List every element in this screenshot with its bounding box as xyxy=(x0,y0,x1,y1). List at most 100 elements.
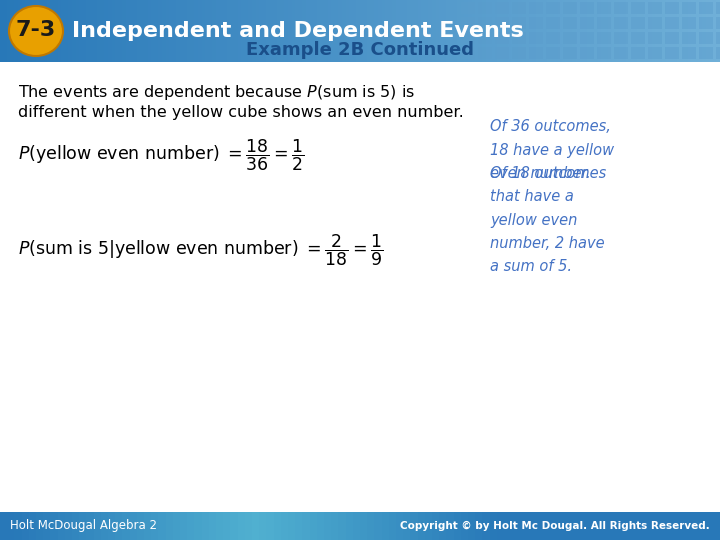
Bar xyxy=(572,0,577,62)
Bar xyxy=(0,0,4,62)
Bar xyxy=(29,0,33,62)
Bar xyxy=(47,0,51,62)
Bar xyxy=(155,0,159,62)
Bar xyxy=(454,512,462,540)
Bar xyxy=(598,512,606,540)
Bar xyxy=(122,512,130,540)
Bar xyxy=(198,0,202,62)
Bar xyxy=(605,0,609,62)
Bar xyxy=(151,512,159,540)
Bar xyxy=(614,32,628,44)
Bar xyxy=(238,0,242,62)
Bar xyxy=(665,47,679,59)
Bar xyxy=(533,0,537,62)
Bar xyxy=(495,2,509,14)
Bar xyxy=(176,0,181,62)
Bar xyxy=(597,47,611,59)
Bar xyxy=(478,17,492,29)
Bar xyxy=(104,0,109,62)
Bar xyxy=(101,0,105,62)
Bar xyxy=(360,512,368,540)
Bar xyxy=(597,32,611,44)
Bar xyxy=(486,0,490,62)
Bar xyxy=(580,2,594,14)
Bar xyxy=(699,32,713,44)
Bar xyxy=(554,0,559,62)
Bar xyxy=(432,512,440,540)
Bar xyxy=(648,32,662,44)
Text: Independent and Dependent Events: Independent and Dependent Events xyxy=(72,21,523,41)
Bar xyxy=(716,2,720,14)
Bar xyxy=(558,0,562,62)
Bar xyxy=(475,0,480,62)
Bar xyxy=(699,47,713,59)
Bar xyxy=(665,2,679,14)
Bar xyxy=(475,512,483,540)
Bar xyxy=(310,0,314,62)
Bar xyxy=(666,0,670,62)
Bar xyxy=(511,512,519,540)
Bar xyxy=(439,0,444,62)
Bar xyxy=(641,0,645,62)
Bar xyxy=(583,512,591,540)
Bar xyxy=(698,0,703,62)
Bar xyxy=(392,0,397,62)
Bar xyxy=(288,512,296,540)
Bar xyxy=(428,0,433,62)
Bar xyxy=(468,512,476,540)
Bar xyxy=(518,0,523,62)
Bar xyxy=(0,512,720,540)
Bar xyxy=(338,512,346,540)
Bar xyxy=(709,0,714,62)
Bar xyxy=(14,512,22,540)
Bar xyxy=(576,512,584,540)
Bar xyxy=(25,0,30,62)
Bar xyxy=(612,0,616,62)
Bar xyxy=(382,512,390,540)
Bar xyxy=(274,0,278,62)
Bar xyxy=(61,0,66,62)
Bar xyxy=(634,512,642,540)
Bar xyxy=(389,512,397,540)
Bar xyxy=(68,0,73,62)
Bar xyxy=(695,0,699,62)
Bar xyxy=(418,0,422,62)
Bar xyxy=(32,0,37,62)
Text: $\mathit{P}$(sum is 5|yellow even number) $= \dfrac{2}{18} = \dfrac{1}{9}$: $\mathit{P}$(sum is 5|yellow even number… xyxy=(18,232,383,268)
Bar xyxy=(137,512,145,540)
Bar xyxy=(529,32,543,44)
Bar xyxy=(317,512,325,540)
Bar xyxy=(122,0,127,62)
Bar xyxy=(684,512,692,540)
Bar xyxy=(173,512,181,540)
Bar xyxy=(90,0,94,62)
Bar xyxy=(547,512,555,540)
Text: Of 18 outcomes
that have a
yellow even
number, 2 have
a sum of 5.: Of 18 outcomes that have a yellow even n… xyxy=(490,166,606,274)
Bar xyxy=(288,0,292,62)
Bar xyxy=(529,47,543,59)
Bar xyxy=(601,0,606,62)
Bar xyxy=(97,0,102,62)
Bar xyxy=(364,0,368,62)
Bar xyxy=(461,0,465,62)
Bar xyxy=(378,0,382,62)
Bar xyxy=(614,47,628,59)
Bar xyxy=(252,0,256,62)
Bar xyxy=(353,512,361,540)
Bar xyxy=(227,0,231,62)
Bar xyxy=(576,0,580,62)
Bar xyxy=(205,0,210,62)
Bar xyxy=(22,0,26,62)
Bar xyxy=(713,0,717,62)
Bar xyxy=(529,0,534,62)
Bar xyxy=(223,512,231,540)
Bar xyxy=(50,512,58,540)
Bar xyxy=(631,17,645,29)
Bar xyxy=(546,2,560,14)
Bar xyxy=(256,0,260,62)
Bar xyxy=(331,512,339,540)
Bar xyxy=(565,0,570,62)
Bar xyxy=(180,512,188,540)
Bar xyxy=(252,512,260,540)
Bar xyxy=(637,0,642,62)
